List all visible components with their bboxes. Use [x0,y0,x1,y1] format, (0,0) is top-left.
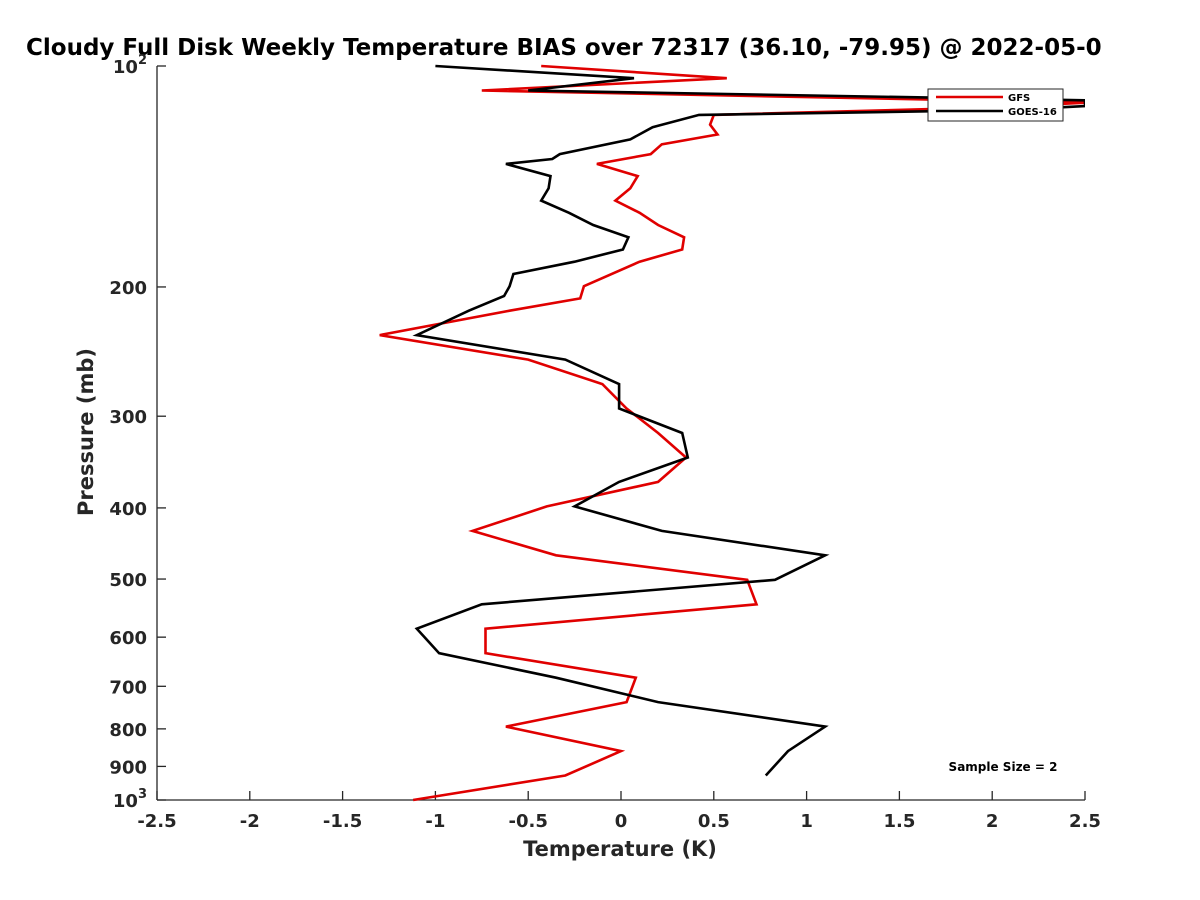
y-tick-label: 900 [109,757,147,778]
y-tick-label: 800 [109,720,147,741]
x-tick-label: -2 [240,811,260,832]
x-tick-label: 2.5 [1069,811,1101,832]
x-tick-label: 1.5 [883,811,915,832]
plot-lines [379,64,1085,802]
x-tick-label: 2 [986,811,999,832]
x-tick-label: -2.5 [137,811,176,832]
legend-label-goes-16: GOES-16 [1008,107,1057,118]
x-tick-label: 1 [800,811,813,832]
series-line-gfs [379,64,1085,802]
legend-label-gfs: GFS [1008,93,1030,104]
y-tick-exponent: 3 [138,787,147,802]
x-tick-label: 0 [615,811,628,832]
series-line-goes-16 [412,64,1085,777]
y-tick-label: 200 [109,278,147,299]
x-tick-label: -0.5 [509,811,548,832]
x-tick-label: -1 [425,811,445,832]
y-tick-exponent: 2 [138,53,147,68]
y-tick-label: 300 [109,407,147,428]
y-tick-label: 600 [109,628,147,649]
y-tick-label: 102 [113,53,147,78]
series-lines [379,64,1085,802]
y-tick-label: 103 [113,787,147,812]
x-tick-label: -1.5 [323,811,362,832]
sample-size-annotation: Sample Size = 2 [949,760,1058,774]
y-tick-base: 10 [113,57,138,78]
y-tick-label: 500 [109,570,147,591]
y-tick-label: 700 [109,677,147,698]
x-tick-label: 0.5 [698,811,730,832]
legend-box [927,88,1064,122]
y-tick-base: 10 [113,791,138,812]
y-tick-label: 400 [109,499,147,520]
x-axis-label: Temperature (K) [523,837,717,861]
axes: -2.5 -2 -1.5 -1 -0.5 0 0.5 1 1.5 2 2.5102200300400… [109,53,1101,832]
chart-title: Cloudy Full Disk Weekly Temperature BIAS… [26,35,1102,61]
legend: GFS GOES-16 [927,88,1064,122]
y-axis-label: Pressure (mb) [74,348,98,516]
